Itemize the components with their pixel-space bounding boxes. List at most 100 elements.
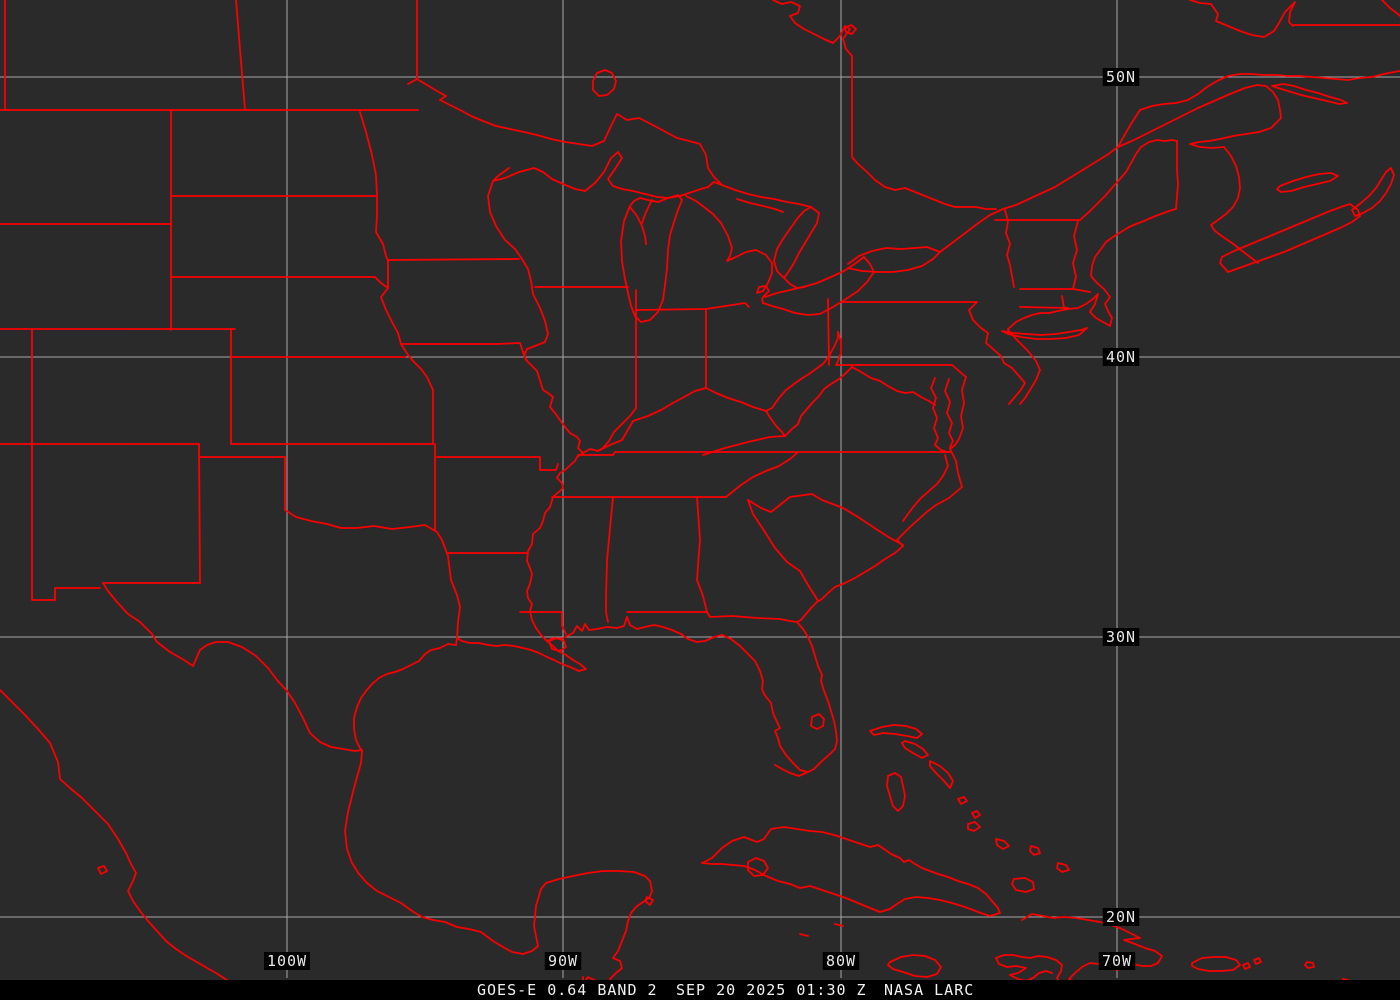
map-line	[605, 496, 614, 623]
map-line	[235, 0, 246, 111]
label-backing	[822, 952, 860, 970]
map-line	[721, 184, 812, 208]
map-line	[971, 810, 981, 819]
map-line	[577, 451, 951, 456]
map-line	[387, 258, 520, 261]
map-line	[939, 146, 1119, 253]
caption-timestamp: SEP 20 2025 01:30 Z	[676, 981, 867, 999]
map-line	[1056, 862, 1070, 873]
map-line	[995, 913, 1163, 988]
map-line	[546, 616, 628, 642]
map-line	[1061, 295, 1065, 309]
map-line	[762, 271, 875, 316]
map-line	[951, 364, 967, 378]
label-backing	[1102, 628, 1140, 646]
map-line	[886, 772, 906, 812]
map-line	[1189, 0, 1296, 38]
map-line	[847, 246, 941, 265]
map-line	[1210, 146, 1259, 264]
feature-great-lakes	[439, 69, 1119, 323]
label-backing	[544, 952, 582, 970]
feature-canada-borders	[0, 0, 1400, 221]
map-line	[487, 180, 549, 350]
map-line	[344, 750, 539, 955]
map-line	[1079, 139, 1178, 221]
map-line	[1004, 209, 1015, 288]
map-line	[1072, 220, 1079, 290]
map-line	[170, 276, 389, 289]
map-line	[1381, 0, 1400, 17]
graticule-labels: 50N 40N 30N 20N 100W 90W 80W 70W	[264, 68, 1140, 970]
map-line	[784, 366, 853, 437]
map-line	[1019, 306, 1069, 309]
map-line	[869, 724, 923, 739]
map-line	[1271, 83, 1348, 105]
grid-label-20N: 20N	[1106, 908, 1136, 926]
map-line	[944, 378, 954, 448]
map-line	[31, 587, 101, 601]
map-line	[685, 195, 773, 292]
map-line	[626, 611, 798, 623]
map-line	[526, 452, 584, 652]
map-line	[548, 637, 567, 652]
map-line	[439, 99, 723, 186]
map-line	[799, 933, 809, 937]
map-line	[1221, 203, 1351, 258]
map-line	[519, 611, 567, 635]
map-line	[995, 838, 1010, 850]
feature-atlantic-coast	[796, 208, 1177, 623]
map-line	[1304, 961, 1315, 969]
map-line	[492, 151, 723, 199]
map-line	[701, 826, 1001, 914]
map-line	[747, 493, 904, 546]
map-line	[523, 348, 584, 454]
map-line	[929, 760, 954, 789]
map-line	[198, 443, 201, 584]
map-line	[834, 923, 844, 927]
grid-label-100W: 100W	[267, 952, 307, 970]
map-line	[796, 448, 963, 623]
map-line	[1351, 167, 1395, 217]
label-backing	[1102, 348, 1140, 366]
feature-ontario-lakes	[407, 0, 857, 101]
map-line	[441, 539, 461, 646]
map-line	[1227, 215, 1361, 273]
caption-product-label: GOES-E 0.64 BAND 2	[477, 981, 658, 999]
map-line	[696, 496, 708, 613]
map-line	[851, 59, 997, 210]
map-line	[1219, 256, 1229, 273]
map-line	[774, 764, 809, 777]
map-line	[592, 69, 617, 97]
map-line	[644, 896, 654, 906]
caption-bar: GOES-E 0.64 BAND 2 SEP 20 2025 01:30 Z N…	[0, 980, 1400, 1000]
map-line	[0, 689, 260, 1000]
map-line	[620, 194, 683, 323]
grid-label-30N: 30N	[1106, 628, 1136, 646]
map-line	[1019, 288, 1091, 293]
map-line	[1253, 957, 1262, 965]
map-line	[772, 0, 853, 63]
map-line	[765, 410, 786, 437]
feature-caribbean-islands	[701, 724, 1349, 988]
grid-label-80W: 80W	[826, 952, 856, 970]
map-line	[102, 582, 363, 752]
map-line	[1191, 956, 1241, 972]
map-line	[844, 24, 857, 35]
map-line	[1011, 877, 1035, 893]
feature-florida-gulf-coast	[353, 616, 838, 777]
label-backing	[1102, 908, 1140, 926]
map-line	[901, 740, 929, 759]
map-line	[635, 302, 750, 311]
grid-label-50N: 50N	[1106, 68, 1136, 86]
map-line	[97, 865, 108, 875]
map-line	[1117, 109, 1141, 148]
map-line	[902, 454, 949, 522]
map-line	[736, 198, 784, 213]
map-line	[1001, 327, 1088, 340]
feature-rivers	[102, 180, 839, 752]
map-line	[1175, 140, 1179, 210]
map-line	[641, 199, 653, 224]
